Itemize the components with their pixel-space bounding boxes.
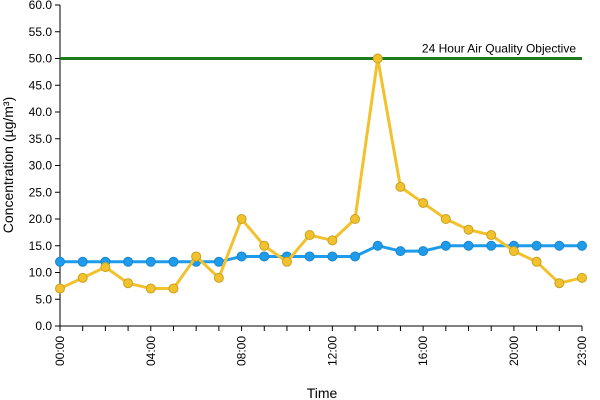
data-point — [463, 240, 474, 251]
y-tick-label: 10.0 — [29, 266, 53, 280]
data-point — [236, 251, 247, 262]
data-point — [123, 256, 134, 267]
y-tick-label: 55.0 — [29, 25, 53, 39]
y-tick-label: 5.0 — [35, 292, 52, 306]
data-point — [418, 197, 429, 208]
y-tick-label: 30.0 — [29, 159, 53, 173]
data-point — [55, 256, 65, 267]
x-tick-label: 04:00 — [144, 336, 158, 366]
data-point — [100, 262, 111, 273]
data-point — [304, 251, 315, 262]
data-point — [350, 251, 361, 262]
y-tick-label: 20.0 — [29, 212, 53, 226]
series-line — [59, 57, 583, 291]
data-point — [577, 272, 587, 283]
x-axis-title: Time — [307, 385, 338, 400]
data-point — [418, 246, 429, 257]
data-point — [486, 240, 497, 251]
objective-label: 24 Hour Air Quality Objective — [422, 42, 576, 56]
y-axis-title: Concentration (µg/m³) — [0, 97, 16, 233]
data-point — [395, 246, 406, 257]
data-point — [350, 214, 361, 224]
data-point — [531, 256, 542, 267]
data-point — [327, 235, 338, 246]
data-point — [259, 240, 270, 251]
data-point — [440, 214, 451, 224]
plot-area: 0.0 5.0 10.0 15.0 20.0 25.0 30.0 35.0 40.0 45.0 50… — [29, 0, 589, 366]
data-point — [554, 240, 565, 251]
series-line — [60, 244, 582, 264]
data-point — [463, 224, 474, 235]
y-tick-label: 15.0 — [29, 239, 53, 253]
data-point — [236, 214, 247, 224]
data-point — [191, 251, 202, 262]
data-point — [123, 278, 134, 289]
data-point — [281, 256, 292, 267]
data-point — [486, 230, 497, 241]
x-tick-label: 20:00 — [507, 336, 521, 366]
data-point — [145, 283, 156, 294]
data-point — [372, 240, 383, 251]
y-tick-label: 35.0 — [29, 132, 53, 146]
data-point — [508, 246, 519, 257]
x-tick-label: 16:00 — [416, 336, 430, 366]
data-point — [395, 181, 406, 192]
y-tick-label: 25.0 — [29, 185, 53, 199]
data-point — [554, 278, 565, 289]
data-point — [77, 256, 88, 267]
data-point — [327, 251, 338, 262]
data-point — [259, 251, 270, 262]
y-tick-label: 60.0 — [29, 0, 53, 12]
x-tick-label: 08:00 — [235, 336, 249, 366]
x-tick-label: 12:00 — [325, 336, 339, 366]
data-point — [55, 283, 65, 294]
data-point — [77, 272, 88, 283]
y-tick-label: 0.0 — [35, 319, 52, 333]
data-point — [440, 240, 451, 251]
data-point — [372, 53, 383, 64]
data-point — [145, 256, 156, 267]
x-tick-label: 23:00 — [575, 336, 589, 366]
x-tick-label: 00:00 — [53, 336, 67, 366]
data-point — [213, 272, 224, 283]
data-point — [304, 230, 315, 241]
data-point — [531, 240, 542, 251]
data-point — [577, 240, 587, 251]
y-tick-label: 45.0 — [29, 78, 53, 92]
data-point — [168, 283, 179, 294]
data-point — [168, 256, 179, 267]
y-tick-label: 40.0 — [29, 105, 53, 119]
data-point — [213, 256, 224, 267]
y-tick-label: 50.0 — [29, 52, 53, 66]
